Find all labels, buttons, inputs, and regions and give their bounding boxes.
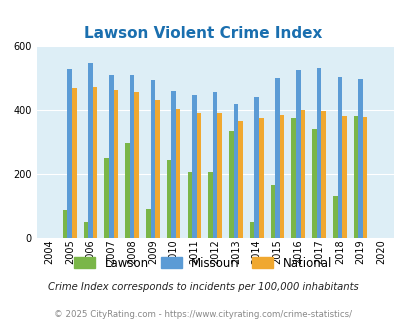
Bar [104, 158, 109, 238]
Legend: Lawson, Missouri, National: Lawson, Missouri, National [74, 257, 331, 270]
Bar [217, 113, 222, 238]
Bar [353, 116, 358, 238]
Bar [270, 185, 275, 238]
Bar [341, 116, 346, 238]
Bar [109, 75, 113, 238]
Bar [130, 75, 134, 238]
Bar [320, 111, 325, 238]
Bar [228, 131, 233, 238]
Bar [254, 97, 258, 238]
Text: Crime Index corresponds to incidents per 100,000 inhabitants: Crime Index corresponds to incidents per… [47, 282, 358, 292]
Text: Lawson Violent Crime Index: Lawson Violent Crime Index [83, 25, 322, 41]
Bar [300, 110, 305, 238]
Bar [238, 120, 242, 238]
Bar [146, 209, 150, 238]
Bar [332, 196, 337, 238]
Bar [125, 143, 130, 238]
Bar [192, 95, 196, 238]
Bar [337, 78, 341, 238]
Bar [171, 91, 175, 238]
Bar [134, 92, 139, 238]
Bar [316, 68, 320, 238]
Bar [88, 63, 93, 238]
Bar [83, 222, 88, 238]
Bar [175, 109, 180, 238]
Bar [233, 104, 238, 238]
Bar [113, 89, 118, 238]
Bar [275, 78, 279, 238]
Text: © 2025 CityRating.com - https://www.cityrating.com/crime-statistics/: © 2025 CityRating.com - https://www.city… [54, 310, 351, 319]
Bar [249, 222, 254, 238]
Bar [212, 92, 217, 238]
Bar [93, 87, 97, 238]
Bar [196, 113, 201, 238]
Bar [362, 117, 367, 238]
Bar [187, 172, 192, 238]
Bar [258, 118, 263, 238]
Bar [311, 129, 316, 238]
Bar [291, 118, 295, 238]
Bar [150, 80, 155, 238]
Bar [279, 115, 283, 238]
Bar [67, 69, 72, 238]
Bar [295, 70, 300, 238]
Bar [166, 160, 171, 238]
Bar [208, 172, 212, 238]
Bar [63, 211, 67, 238]
Bar [72, 88, 77, 238]
Bar [358, 79, 362, 238]
Bar [155, 100, 159, 238]
